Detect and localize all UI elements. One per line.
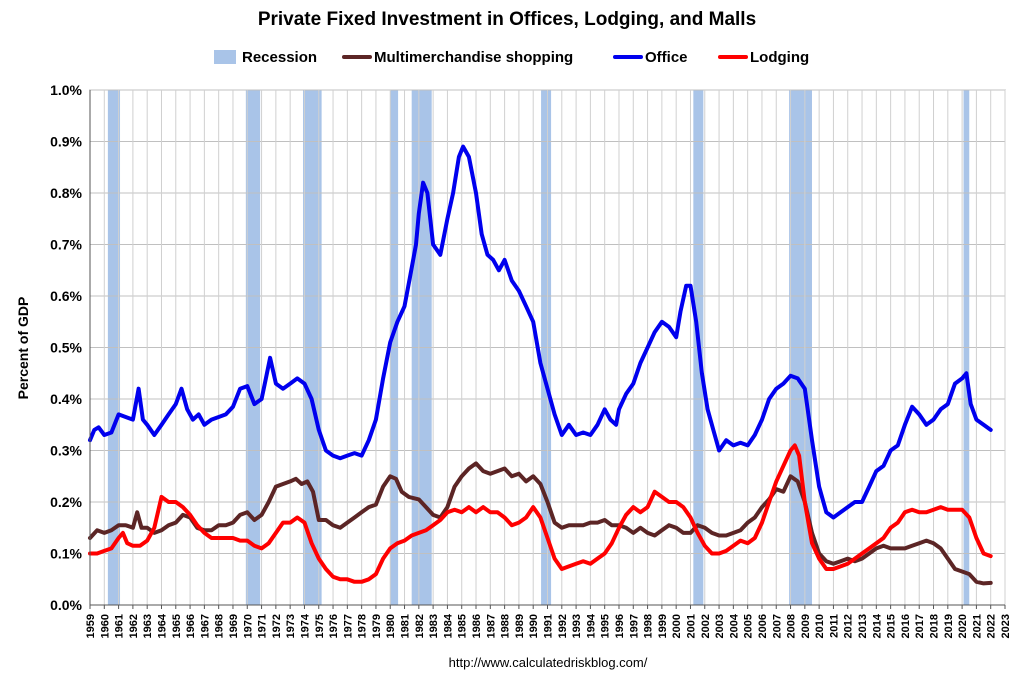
x-tick-label: 2011 [828,614,840,638]
x-tick-label: 1994 [585,613,597,638]
series-lines [88,144,993,586]
y-tick-label: 0.2% [50,494,82,510]
x-tick-label: 1980 [385,614,397,638]
x-tick-label: 2015 [886,614,898,638]
x-tick-label: 1976 [328,614,340,638]
x-tick-label: 1993 [571,614,583,638]
x-tick-label: 1961 [114,614,126,638]
x-tick-label: 2005 [743,614,755,638]
x-tick-label: 1982 [414,614,426,638]
y-tick-label: 0.6% [50,288,82,304]
legend-label: Office [645,49,688,66]
x-tick-label: 1999 [657,614,669,638]
y-tick-label: 0.7% [50,237,82,253]
source-url: http://www.calculatedriskblog.com/ [449,655,648,670]
x-tick-label: 1998 [643,614,655,638]
axes: 0.0% 0.1% 0.2% 0.3% 0.4% 0.5% 0.6% 0.7% 0.8% 0.9%… [50,82,1012,638]
x-tick-label: 2018 [929,614,941,638]
x-tick-label: 1969 [228,614,240,638]
legend-label: Multimerchandise shopping [374,49,573,66]
y-tick-label: 0.4% [50,391,82,407]
x-tick-label: 2012 [843,614,855,638]
x-tick-label: 1977 [342,614,354,638]
x-tick-label: 2000 [671,614,683,638]
x-tick-label: 1992 [557,614,569,638]
x-tick-label: 1962 [128,614,140,638]
x-tick-label: 2019 [943,614,955,638]
y-tick-label: 0.1% [50,546,82,562]
y-tick-label: 0.9% [50,134,82,150]
series-line-multimerchandise-shopping [88,461,993,586]
x-tick-label: 1988 [500,614,512,638]
y-tick-label: 0.3% [50,443,82,459]
x-tick-label: 2004 [728,613,740,638]
x-tick-label: 1996 [614,614,626,638]
x-tick-label: 2009 [800,614,812,638]
x-tick-label: 1960 [99,614,111,638]
x-tick-label: 2003 [714,614,726,638]
x-tick-label: 1974 [299,613,311,638]
x-tick-label: 1967 [199,614,211,638]
x-tick-label: 2008 [786,614,798,638]
x-tick-label: 2010 [814,614,826,638]
x-tick-label: 2006 [757,614,769,638]
series-line-office [88,144,993,520]
x-tick-label: 2016 [900,614,912,638]
x-tick-label: 1995 [600,614,612,638]
y-tick-label: 0.0% [50,597,82,613]
y-tick-label: 1.0% [50,82,82,98]
x-tick-label: 2023 [1000,614,1012,638]
x-tick-label: 1972 [271,614,283,638]
y-axis-label: Percent of GDP [15,297,31,400]
x-tick-label: 2017 [914,614,926,638]
x-tick-label: 2020 [957,614,969,638]
x-tick-label: 1983 [428,614,440,638]
x-tick-label: 1986 [471,614,483,638]
series-line-lodging [88,443,993,584]
x-tick-label: 1965 [171,614,183,638]
x-tick-label: 1985 [457,614,469,638]
x-tick-label: 1963 [142,614,154,638]
y-tick-label: 0.5% [50,340,82,356]
legend-swatch-recession [214,50,236,64]
x-tick-label: 1981 [400,614,412,638]
x-tick-label: 1970 [242,614,254,638]
x-tick-label: 2021 [971,614,983,638]
x-tick-label: 1978 [357,614,369,638]
chart-title: Private Fixed Investment in Offices, Lod… [258,9,756,30]
x-tick-label: 2022 [986,614,998,638]
x-tick-label: 1964 [156,613,168,638]
x-tick-label: 1966 [185,614,197,638]
x-tick-label: 1979 [371,614,383,638]
y-tick-label: 0.8% [50,185,82,201]
x-tick-label: 1989 [514,614,526,638]
x-tick-label: 2007 [771,614,783,638]
x-tick-label: 1987 [485,614,497,638]
x-tick-label: 1973 [285,614,297,638]
legend: Recession Multimerchandise shopping Office… [214,49,809,66]
x-tick-label: 1984 [442,613,454,638]
legend-label: Recession [242,49,317,66]
x-tick-label: 2001 [685,614,697,638]
x-tick-label: 1975 [314,614,326,638]
x-tick-label: 1990 [528,614,540,638]
x-tick-label: 2014 [871,613,883,638]
x-tick-label: 2002 [700,614,712,638]
x-tick-label: 1971 [257,614,269,638]
x-tick-label: 1959 [85,614,97,638]
x-tick-label: 2013 [857,614,869,638]
legend-label: Lodging [750,49,809,66]
x-tick-label: 1997 [628,614,640,638]
x-tick-label: 1991 [543,614,555,638]
x-tick-label: 1968 [214,614,226,638]
